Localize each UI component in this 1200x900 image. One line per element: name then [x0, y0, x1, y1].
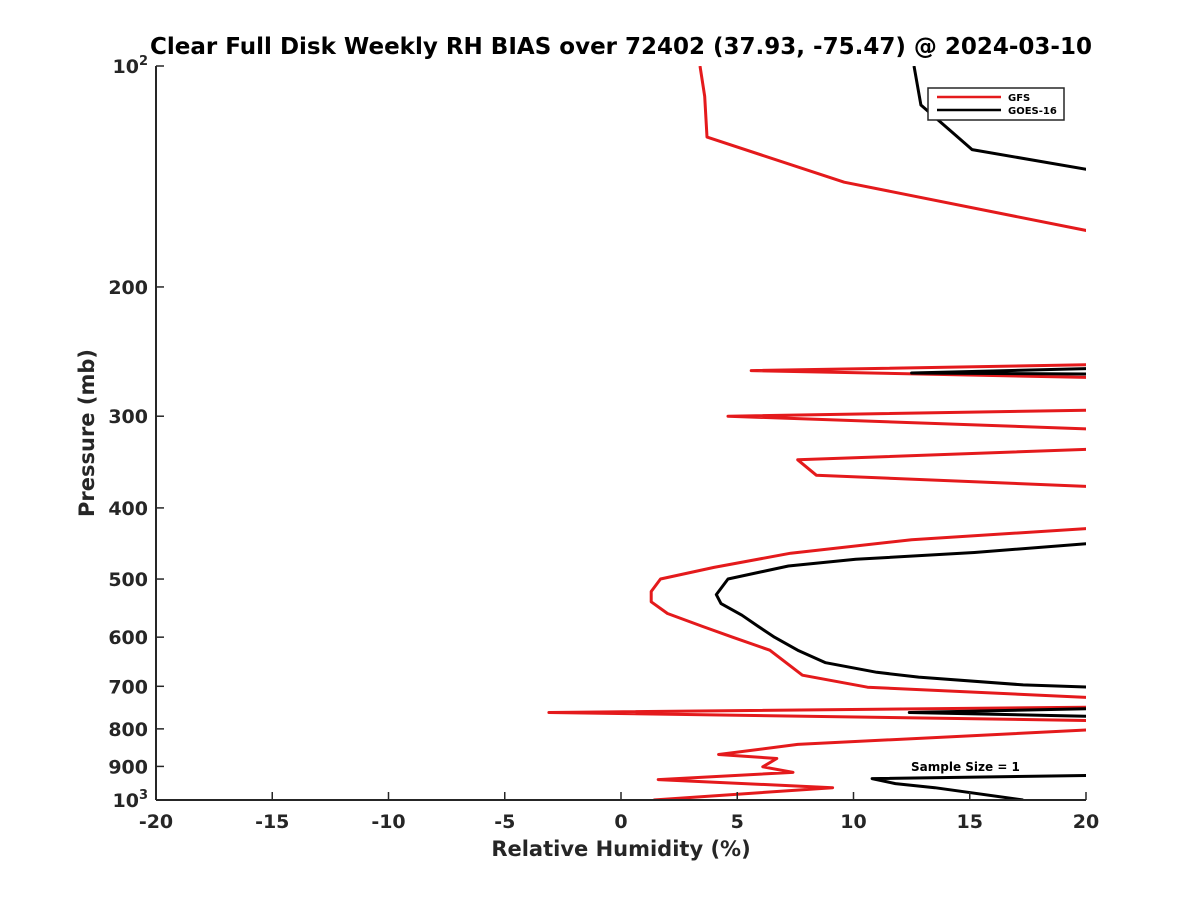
- chart-title: Clear Full Disk Weekly RH BIAS over 7240…: [150, 34, 1092, 60]
- x-axis-label: Relative Humidity (%): [491, 837, 750, 861]
- x-tick-label: 15: [957, 811, 983, 833]
- y-tick-label: 200: [108, 277, 148, 299]
- y-ticks: 102 200 300 400 500 600 700 800 900 103: [108, 54, 164, 812]
- y-tick-label: 900: [108, 756, 148, 778]
- x-tick-label: 5: [731, 811, 744, 833]
- series-line-gfs: [547, 66, 1086, 800]
- x-tick-label: -10: [371, 811, 405, 833]
- y-tick-label: 102: [113, 54, 149, 78]
- y-tick-label: 700: [108, 676, 148, 698]
- y-tick-label: 600: [108, 627, 148, 649]
- series-line-goes16: [714, 66, 1086, 800]
- x-tick-label: 0: [614, 811, 627, 833]
- x-ticks: -20 -15 -10 -5 0 5 10 15 20: [139, 792, 1099, 833]
- x-tick-label: -5: [494, 811, 515, 833]
- x-tick-label: 20: [1073, 811, 1099, 833]
- legend-box: [927, 87, 1065, 121]
- legend-label-gfs: GFS: [1008, 93, 1030, 104]
- y-tick-label: 500: [108, 569, 148, 591]
- y-tick-label: 400: [108, 498, 148, 520]
- x-tick-label: -20: [139, 811, 173, 833]
- sample-size-annotation: Sample Size = 1: [911, 760, 1020, 774]
- x-tick-label: 10: [840, 811, 866, 833]
- y-tick-label: 300: [108, 406, 148, 428]
- y-tick-label: 800: [108, 719, 148, 741]
- y-tick-label: 103: [113, 788, 149, 812]
- series-layer: [547, 66, 1086, 800]
- y-axis-label: Pressure (mb): [75, 349, 99, 517]
- legend: GFS GOES-16: [927, 87, 1065, 121]
- x-tick-label: -15: [255, 811, 289, 833]
- legend-label-goes16: GOES-16: [1008, 106, 1057, 117]
